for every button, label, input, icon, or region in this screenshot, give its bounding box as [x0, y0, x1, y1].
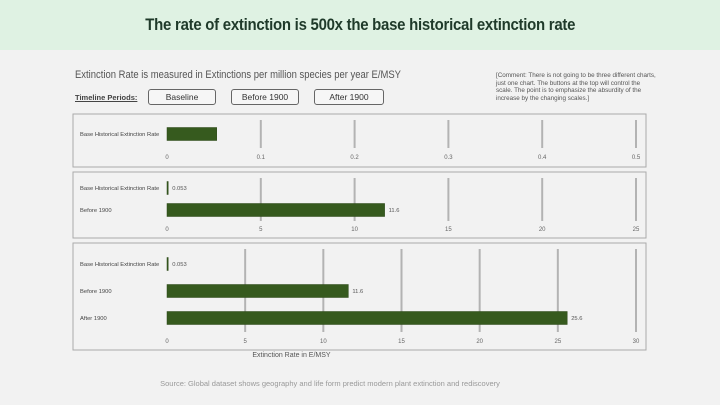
title-banner: The rate of extinction is 500x the base …	[0, 0, 720, 50]
bar	[166, 257, 169, 271]
x-tick-label: 10	[320, 339, 327, 345]
source-note: Source: Global dataset shows geography a…	[160, 379, 500, 388]
chart-panel	[72, 171, 647, 239]
x-tick-label: 0.1	[257, 155, 266, 161]
x-tick-label: 0	[165, 339, 169, 345]
x-tick-label: 0.3	[444, 155, 453, 161]
x-tick-label: 0	[165, 227, 169, 233]
x-axis-title: Extinction Rate in E/MSY	[252, 352, 331, 359]
data-label: 25.6	[571, 316, 582, 322]
x-tick-label: 10	[351, 227, 358, 233]
bar	[166, 127, 217, 141]
category-label: Base Historical Extinction Rate	[80, 262, 159, 268]
category-label: Base Historical Extinction Rate	[80, 132, 159, 138]
data-label: 0.053	[172, 262, 187, 268]
x-tick-label: 15	[398, 339, 405, 345]
category-label: Before 1900	[80, 289, 112, 295]
x-tick-label: 5	[243, 339, 247, 345]
x-tick-label: 20	[539, 227, 546, 233]
timeline-periods-label: Timeline Periods:	[75, 93, 138, 102]
x-tick-label: 0.2	[350, 155, 359, 161]
x-tick-label: 15	[445, 227, 452, 233]
chart-subtitle: Extinction Rate is measured in Extinctio…	[75, 69, 401, 81]
data-label: 11.6	[389, 208, 400, 214]
comment-note: [Comment: There is not going to be three…	[496, 72, 656, 102]
baseline-button[interactable]: Baseline	[148, 89, 216, 105]
data-label: 0.053	[172, 186, 187, 192]
bar	[166, 311, 568, 325]
bar	[166, 203, 385, 217]
x-tick-label: 20	[476, 339, 483, 345]
x-tick-label: 25	[554, 339, 561, 345]
data-label: 11.6	[352, 289, 363, 295]
x-tick-label: 0.4	[538, 155, 547, 161]
chart-panel	[72, 113, 647, 168]
page-title: The rate of extinction is 500x the base …	[145, 15, 575, 34]
bar	[166, 181, 169, 195]
x-tick-label: 5	[259, 227, 263, 233]
chart-panel	[72, 242, 647, 351]
bar	[166, 284, 349, 298]
x-tick-label: 30	[633, 339, 640, 345]
after-1900-button[interactable]: After 1900	[314, 89, 384, 105]
category-label: After 1900	[80, 316, 107, 322]
before-1900-button[interactable]: Before 1900	[231, 89, 299, 105]
category-label: Base Historical Extinction Rate	[80, 186, 159, 192]
x-tick-label: 0.5	[632, 155, 641, 161]
x-tick-label: 0	[165, 155, 169, 161]
category-label: Before 1900	[80, 208, 112, 214]
x-tick-label: 25	[633, 227, 640, 233]
